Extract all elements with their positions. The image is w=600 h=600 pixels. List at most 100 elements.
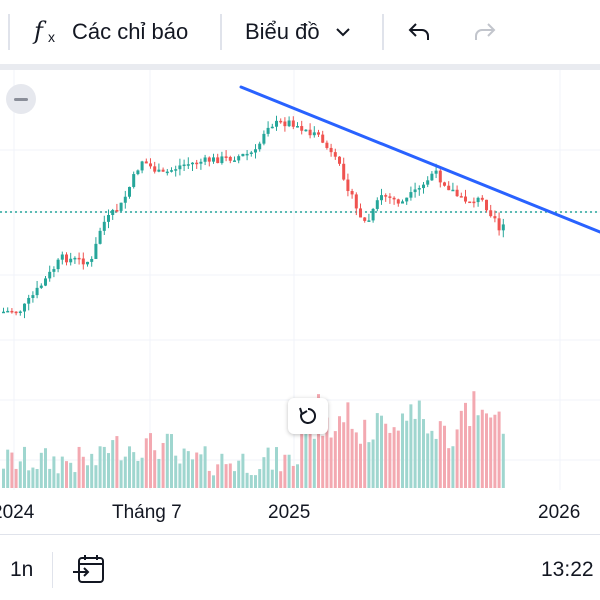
candle-body xyxy=(354,194,358,209)
volume-bar xyxy=(2,468,5,488)
candle-body xyxy=(207,157,211,162)
candle-body xyxy=(224,156,228,158)
candle-body xyxy=(14,311,18,314)
candle-body xyxy=(497,218,501,231)
time-axis-label: 2026 xyxy=(538,502,581,523)
candle-body xyxy=(258,143,262,150)
candle-body xyxy=(199,161,203,164)
volume-bar xyxy=(275,447,278,488)
volume-bar xyxy=(35,469,39,488)
candle-body xyxy=(485,199,488,211)
volume-bar xyxy=(468,426,472,488)
volume-bar xyxy=(300,415,304,488)
candle-body xyxy=(388,196,392,198)
volume-bar xyxy=(430,430,434,488)
volume-bar xyxy=(31,467,35,488)
volume-bar xyxy=(186,451,190,488)
volume-bar xyxy=(249,475,253,488)
indicators-label: Các chỉ báo xyxy=(72,19,189,44)
volume-bar xyxy=(384,423,388,488)
candle-body xyxy=(220,156,224,164)
volume-bar xyxy=(409,404,413,488)
volume-bar xyxy=(107,453,110,488)
candle-body xyxy=(426,180,430,185)
volume-bar xyxy=(405,420,409,488)
volume-bar xyxy=(443,425,446,488)
volume-bar xyxy=(333,431,337,488)
time-axis-label: Tháng 7 xyxy=(112,502,182,523)
volume-bar xyxy=(44,448,47,488)
candle-body xyxy=(476,197,480,203)
chart-type-button[interactable]: Biểu đồ xyxy=(245,14,352,50)
undo-button[interactable] xyxy=(406,14,434,50)
price-chart[interactable] xyxy=(0,70,600,535)
reset-icon xyxy=(299,407,317,424)
redo-icon xyxy=(475,23,496,40)
candle-body xyxy=(216,157,220,164)
candle-body xyxy=(35,287,39,296)
volume-bar xyxy=(497,411,501,488)
candle-body xyxy=(98,230,102,244)
volume-bar xyxy=(39,452,43,488)
volume-bar xyxy=(363,419,367,488)
reset-chart-button[interactable] xyxy=(288,398,328,434)
volume-bar xyxy=(413,418,417,488)
volume-bar xyxy=(254,475,257,488)
volume-bar xyxy=(422,419,425,488)
candle-body xyxy=(228,156,232,161)
calendar-goto-icon[interactable] xyxy=(72,552,106,586)
volume-bar xyxy=(153,450,157,488)
volume-bar xyxy=(325,417,329,488)
candle-body xyxy=(300,126,304,131)
candle-body xyxy=(27,297,31,304)
volume-bar xyxy=(170,434,173,488)
volume-bar xyxy=(77,446,81,488)
candle-body xyxy=(380,195,383,201)
candle-body xyxy=(153,166,157,172)
candle-body xyxy=(73,257,77,260)
candle-body xyxy=(123,196,127,203)
volume-bar xyxy=(438,421,442,488)
clock-time: 13:22 xyxy=(541,558,594,581)
volume-bar xyxy=(136,460,140,488)
candle-body xyxy=(329,147,333,153)
volume-bar xyxy=(10,452,14,488)
candle-body xyxy=(241,153,245,157)
redo-button[interactable] xyxy=(470,14,498,50)
volume-bar xyxy=(321,435,325,488)
candle-body xyxy=(2,311,5,314)
candle-body xyxy=(144,161,148,164)
candle-body xyxy=(165,171,169,174)
candle-body xyxy=(94,243,98,259)
volume-bar xyxy=(279,471,283,488)
volume-bar xyxy=(371,439,375,488)
candle-body xyxy=(422,184,425,189)
bottom-divider xyxy=(52,552,53,588)
collapse-pane-button[interactable] xyxy=(6,84,36,114)
volume-bar xyxy=(266,447,270,488)
candle-body xyxy=(375,200,379,209)
interval-button[interactable]: 1n xyxy=(10,558,34,581)
volume-bar xyxy=(60,456,64,488)
volume-bar xyxy=(207,470,211,488)
toolbar-divider xyxy=(382,14,384,50)
volume-bar xyxy=(388,432,392,488)
volume-bar xyxy=(493,414,497,488)
candle-body xyxy=(203,157,207,162)
volume-bar xyxy=(140,457,144,488)
volume-bar xyxy=(128,446,131,488)
volume-bar xyxy=(291,465,295,488)
candle-body xyxy=(392,197,396,200)
candle-body xyxy=(367,220,371,222)
candle-body xyxy=(371,208,375,221)
toolbar-divider xyxy=(220,14,222,50)
candle-body xyxy=(405,197,409,202)
candle-body xyxy=(10,310,14,313)
volume-bar xyxy=(81,456,85,488)
volume-bar xyxy=(14,468,18,488)
volume-bar xyxy=(329,437,333,488)
volume-bar xyxy=(144,438,148,488)
volume-bar xyxy=(203,446,207,488)
